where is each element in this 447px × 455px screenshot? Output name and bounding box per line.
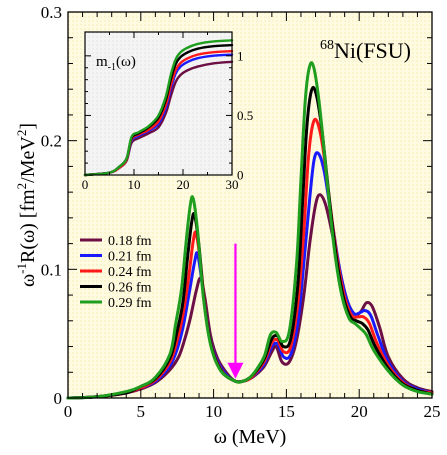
nucleus-annotation: 68Ni(FSU) [320,38,411,63]
magenta-arrow [227,243,244,379]
inset-title-rest: (ω) [116,54,136,70]
x-axis-label: ω (MeV) [214,426,287,448]
inset-series-lines [83,39,234,177]
main-series-line-2 [66,117,434,400]
main-series-line-4 [66,61,434,400]
y-label-rest: R(ω) [fm [17,189,39,263]
legend-label-4: 0.29 fm [108,296,152,311]
inset-title: m-1(ω) [96,54,136,73]
inset-x-tick-label: 30 [226,177,239,192]
main-x-tick-label: 20 [351,402,368,421]
main-x-tick-label: 15 [278,402,295,421]
main-x-tick-label: 5 [137,402,146,421]
main-series-line-1 [66,151,434,400]
main-frame [67,11,433,399]
nucleus-mass-number: 68 [320,38,334,53]
nucleus-model: Ni(FSU) [334,38,411,63]
main-y-tick-label: 0 [54,389,63,408]
inset-series-line-4 [83,39,234,177]
main-y-tick-label: 0.3 [41,3,62,22]
main-y-tick-label: 0.2 [41,132,62,151]
y-label-omega: ω [17,274,39,287]
main-series-line-3 [66,85,434,400]
y-label-sup2: 2 [14,183,29,190]
legend-label-0: 0.18 fm [108,234,152,249]
inset-x-tick-label: 0 [82,177,89,192]
main-series-lines [66,61,434,400]
y-label-end: /MeV [17,136,39,183]
inset-x-tick-label: 10 [128,177,141,192]
legend-label-1: 0.21 fm [108,250,152,265]
inset-title-sub: -1 [108,62,116,73]
y-label-sup: -1 [14,263,29,274]
main-y-tick-label: 0.1 [41,260,62,279]
y-axis-label: ω-1R(ω) [fm2/MeV2] [14,123,39,287]
main-x-tick-label: 10 [205,402,222,421]
y-label-sup3: 2 [14,130,29,137]
inset-y-tick-label: 0.5 [237,108,253,123]
y-label-close: ] [17,123,39,130]
legend-label-2: 0.24 fm [108,265,152,280]
inset-y-tick-label: 1 [237,48,244,63]
inset-title-m: m [96,54,108,70]
main-x-tick-label: 25 [424,402,441,421]
arrow-head [227,362,244,379]
main-x-tick-label: 0 [64,402,73,421]
inset-x-tick-label: 20 [177,177,190,192]
legend: 0.18 fm0.21 fm0.24 fm0.26 fm0.29 fm [80,234,152,311]
legend-label-3: 0.26 fm [108,281,152,296]
inset-y-tick-label: 0 [237,168,244,183]
